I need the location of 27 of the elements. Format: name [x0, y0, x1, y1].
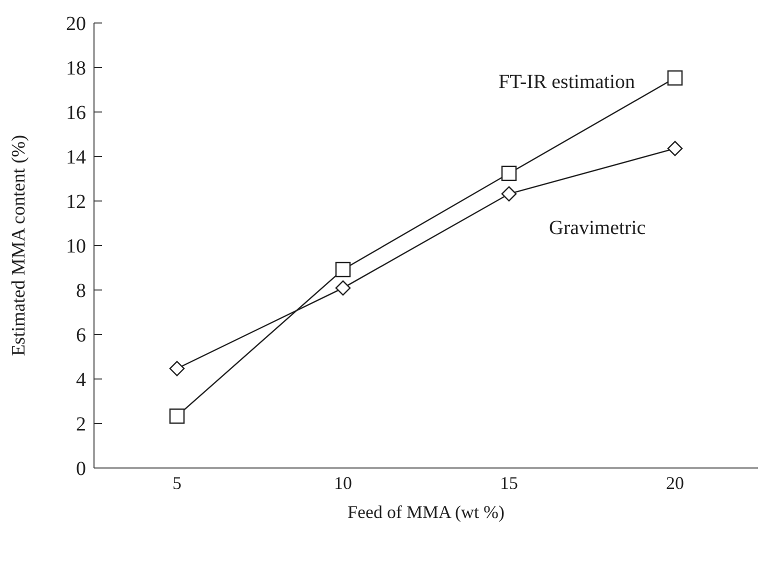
y-tick-label: 20: [66, 13, 86, 36]
x-tick-label: 20: [666, 472, 684, 493]
y-tick-label: 12: [66, 191, 86, 214]
y-tick-label: 0: [76, 458, 86, 480]
point: [335, 280, 351, 296]
point: [667, 70, 683, 86]
x-tick-label: 15: [500, 472, 518, 493]
point: [667, 140, 683, 156]
y-tick-label: 18: [66, 58, 86, 80]
y-tick-label: 10: [66, 236, 86, 258]
y-tick-label: 16: [66, 102, 86, 124]
point: [501, 186, 517, 202]
x-axis-title: Feed of MMA (wt %): [348, 502, 504, 522]
point: [335, 262, 351, 278]
series-label: Gravimetric: [549, 216, 646, 239]
series-label: FT-IR estimation: [498, 70, 635, 93]
point: [501, 166, 517, 182]
x-tick-label: 5: [172, 472, 182, 493]
y-tick-label: 8: [76, 280, 86, 302]
point: [169, 408, 185, 424]
y-tick-label: 4: [76, 369, 86, 392]
x-tick-label: 10: [334, 472, 352, 493]
point: [169, 360, 185, 376]
y-axis-title: Estimated MMA content (%): [8, 134, 30, 356]
y-tick-label: 2: [76, 414, 86, 436]
y-tick-label: 14: [66, 146, 86, 169]
y-tick-label: 6: [76, 324, 86, 347]
